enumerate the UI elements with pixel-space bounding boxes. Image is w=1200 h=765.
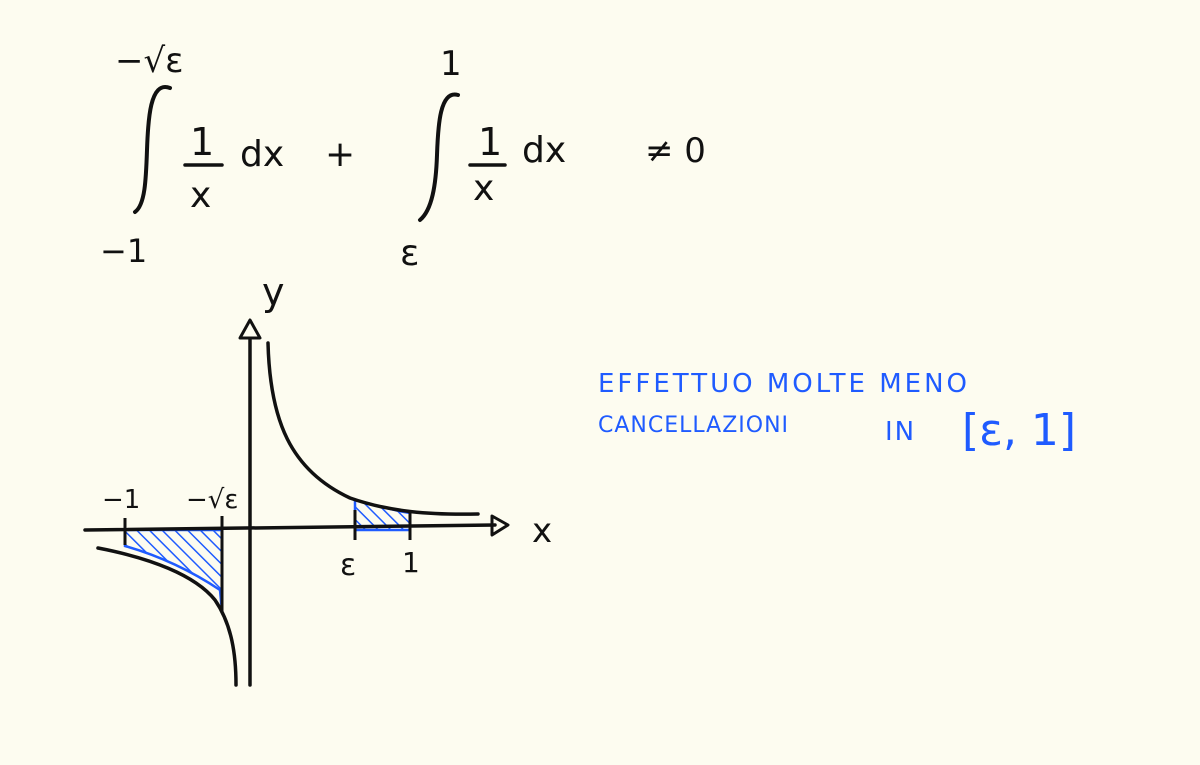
- y-axis-label: y: [262, 270, 285, 314]
- integral-1: −√ε −1 1 x dx: [100, 41, 284, 270]
- integral-2-upper-limit: 1: [440, 44, 462, 84]
- annotation-line-1: EFFETTUO MOLTE MENO: [598, 369, 970, 399]
- not-equal-zero: ≠ 0: [645, 131, 706, 171]
- integral-sign-2: [418, 92, 460, 222]
- integral-2-lower-limit: ε: [400, 233, 419, 274]
- integral-1-denominator: x: [190, 175, 211, 216]
- annotation: EFFETTUO MOLTE MENO CANCELLAZIONI IN [ε,…: [598, 369, 1076, 456]
- integral-sign-1: [133, 85, 172, 214]
- tick-label-one: 1: [402, 546, 420, 579]
- integral-1-upper-limit: −√ε: [115, 41, 184, 81]
- tick-label-neg-one: −1: [102, 485, 140, 515]
- integral-2-numerator: 1: [478, 120, 502, 164]
- shaded-region-negative: [123, 528, 224, 613]
- integral-2-denominator: x: [473, 168, 494, 209]
- y-axis-arrow: [238, 318, 262, 340]
- x-axis-arrow: [490, 514, 510, 537]
- graph: x y −1 −√ε ε 1: [83, 270, 552, 687]
- x-axis: [83, 523, 497, 532]
- x-axis-label: x: [532, 511, 552, 551]
- integral-2: 1 ε 1 x dx: [400, 44, 566, 274]
- curve-positive-branch: [266, 341, 480, 516]
- curve-negative-branch: [96, 546, 238, 687]
- tick-label-neg-sqrt-eps: −√ε: [186, 485, 238, 515]
- integral-2-differential: dx: [522, 130, 566, 171]
- formula: −√ε −1 1 x dx + 1 ε 1 x dx ≠ 0: [100, 41, 706, 274]
- plus-sign: +: [325, 134, 355, 175]
- tick-label-eps: ε: [340, 548, 356, 583]
- annotation-interval: [ε, 1]: [962, 405, 1076, 456]
- annotation-in: IN: [885, 417, 916, 447]
- integral-1-numerator: 1: [190, 120, 214, 164]
- integral-1-differential: dx: [240, 134, 284, 175]
- annotation-line-2: CANCELLAZIONI: [598, 413, 789, 438]
- integral-1-lower-limit: −1: [100, 232, 147, 270]
